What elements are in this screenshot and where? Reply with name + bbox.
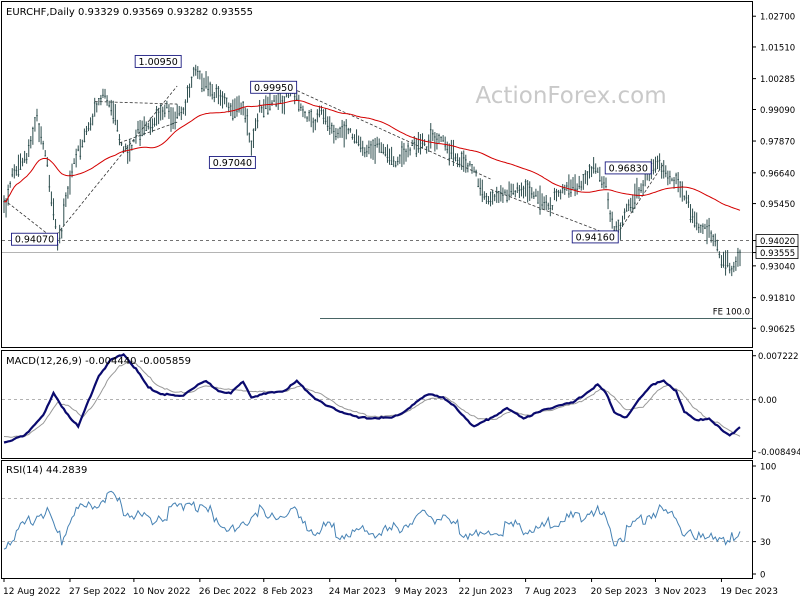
price-y-tick-label: 0.97870 <box>760 138 795 148</box>
macd-y-tick-label: -0.008494 <box>758 448 800 458</box>
rsi-y-tick-label: 100 <box>760 463 776 473</box>
price-level-label: 0.94160 <box>576 232 615 243</box>
date-tick-label: 27 Sep 2022 <box>69 587 126 597</box>
price-y-tick-label: 0.90625 <box>760 325 795 335</box>
rsi-y-tick-label: 0 <box>760 571 765 581</box>
price-y-tick-label: 0.96640 <box>760 169 795 179</box>
moving-average-line <box>4 99 741 211</box>
trendline <box>94 101 178 105</box>
price-y-tick-label: 0.93040 <box>760 262 795 272</box>
macd-line <box>3 352 741 444</box>
price-y-tick-label: 0.91810 <box>760 294 795 304</box>
price-level-label: 0.99950 <box>254 83 293 94</box>
rsi-levels <box>2 498 752 542</box>
trendline <box>3 199 54 239</box>
date-tick-label: 8 Feb 2023 <box>263 587 313 597</box>
macd-signal-line <box>3 360 741 438</box>
price-panel-frame <box>1 1 753 348</box>
price-y-tick-box <box>755 246 799 259</box>
macd-panel-frame <box>1 350 753 459</box>
price-y-tick-label: 0.99090 <box>760 106 795 116</box>
price-y-axis: 1.02700 1.01510 1.00285 0.99090 0.97870 0.966… <box>752 13 799 335</box>
macd-y-axis: 0.007222 0.00 -0.008494 <box>752 352 800 458</box>
price-level-label: 0.94070 <box>15 235 54 246</box>
price-candles <box>3 64 741 277</box>
date-tick-label: 10 Nov 2022 <box>133 587 191 597</box>
price-y-tick-label: 0.93555 <box>760 249 795 259</box>
price-level-box <box>571 230 619 244</box>
price-level-box <box>11 232 58 246</box>
price-level-label: 1.00950 <box>139 57 178 68</box>
panel-frames <box>1 1 753 579</box>
watermark: ActionForex.com <box>475 83 666 109</box>
trendline <box>53 85 178 239</box>
price-levels: FE 100.0 <box>2 240 752 320</box>
price-y-tick-label: 1.00285 <box>760 75 795 85</box>
rsi-panel-header: RSI(14) 44.2839 <box>6 465 87 476</box>
trendline <box>613 163 665 239</box>
rsi-line <box>3 490 741 550</box>
fe-projection-label: FE 100.0 <box>713 308 750 318</box>
trendline <box>490 188 607 234</box>
price-level-box <box>604 161 652 175</box>
price-level-labels: 1.00950 0.99950 0.97040 0.94070 0.94160 0.968… <box>11 54 652 246</box>
date-tick-label: 7 Aug 2023 <box>525 587 577 597</box>
trendline <box>119 121 178 144</box>
rsi-panel-frame <box>1 460 753 579</box>
price-panel-header: EURCHF,Daily 0.93329 0.93569 0.93282 0.9… <box>6 7 253 18</box>
price-level-label: 0.97040 <box>213 158 252 169</box>
date-x-axis: 12 Aug 2022 27 Sep 2022 10 Nov 2022 26 Dec … <box>3 578 778 597</box>
price-level-box <box>134 54 182 68</box>
date-tick-label: 19 Dec 2023 <box>720 587 778 597</box>
macd-y-tick-label: 0.007222 <box>758 352 799 362</box>
rsi-y-axis: 100 70 30 0 <box>752 463 776 581</box>
date-tick-label: 24 Mar 2023 <box>329 587 386 597</box>
trendline <box>292 88 491 180</box>
macd-panel-header: MACD(12,26,9) -0.004440 -0.005859 <box>6 356 191 367</box>
rsi-y-tick-label: 30 <box>760 538 771 548</box>
macd-y-tick-label: 0.00 <box>758 396 777 406</box>
date-tick-label: 9 May 2023 <box>395 587 448 597</box>
price-y-tick-label: 0.94020 <box>760 237 795 247</box>
price-level-box <box>250 80 298 94</box>
date-tick-label: 3 Nov 2023 <box>654 587 706 597</box>
price-y-tick-label: 1.01510 <box>760 43 795 53</box>
price-level-label: 0.96830 <box>609 163 648 174</box>
price-level-box <box>208 156 256 169</box>
date-tick-label: 22 Jun 2023 <box>459 587 513 597</box>
date-tick-label: 26 Dec 2022 <box>199 587 257 597</box>
price-y-tick-label: 0.95450 <box>760 200 795 210</box>
price-y-tick-label: 1.02700 <box>760 13 795 23</box>
rsi-y-tick-label: 70 <box>760 495 771 505</box>
date-tick-label: 12 Aug 2022 <box>3 587 61 597</box>
date-tick-label: 20 Sep 2023 <box>591 587 648 597</box>
